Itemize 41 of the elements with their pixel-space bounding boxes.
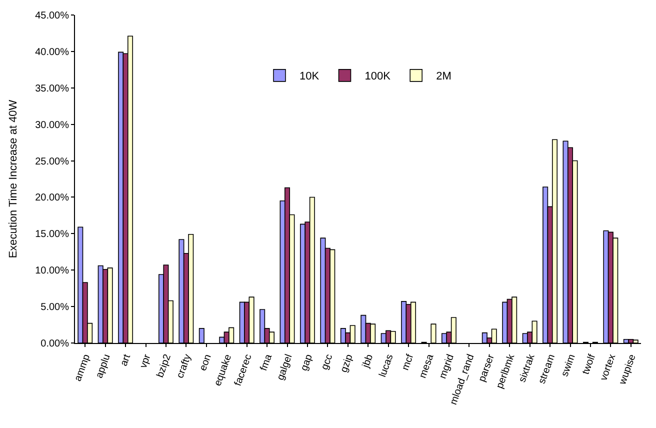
x-tick-label: twolf <box>580 352 598 376</box>
y-tick-label: 40.00% <box>35 46 70 58</box>
x-tick-label: eon <box>198 352 214 372</box>
x-tick-label: ammp <box>72 352 93 383</box>
y-tick-label: 30.00% <box>35 120 70 131</box>
y-tick-label: 5.00% <box>40 302 70 314</box>
x-tick-label: lucas <box>378 352 396 379</box>
legend-label: 10K <box>300 70 320 83</box>
x-tick-label: applu <box>94 352 113 380</box>
x-tick-label: gcc <box>320 352 336 372</box>
x-tick-label: crafty <box>174 352 194 380</box>
x-tick-label: perlbmk <box>494 352 518 390</box>
x-tick-label: gap <box>298 352 316 372</box>
x-tick-label: art <box>118 352 134 368</box>
x-tick-label: mesa <box>418 352 436 380</box>
x-tick-label: jbb <box>360 352 376 370</box>
y-tick-label: 10.00% <box>35 266 70 277</box>
x-tick-label: vortex <box>598 352 618 382</box>
legend-label: 100K <box>364 70 392 83</box>
x-tick-label: fma <box>258 352 275 372</box>
y-axis-title: Execution Time Increase at 40W <box>8 99 20 258</box>
x-tick-label: stream <box>536 352 558 386</box>
x-tick-label: galgel <box>275 352 295 382</box>
x-tick-label: facerec <box>232 352 254 388</box>
x-tick-label: swim <box>560 352 578 378</box>
x-tick-label: sixtrak <box>517 352 538 384</box>
x-tick-label: parser <box>476 352 498 384</box>
x-tick-label: gzip <box>338 352 356 374</box>
x-tick-label: mgrid <box>438 352 456 380</box>
y-tick-label: 0.00% <box>40 338 70 350</box>
x-tick-label: vpr <box>138 352 154 370</box>
x-tick-label: equake <box>212 352 234 388</box>
x-tick-label: mcf <box>400 352 416 372</box>
y-tick-label: 45.00% <box>35 10 70 22</box>
y-tick-label: 25.00% <box>35 156 70 168</box>
x-tick-label: bzip2 <box>154 352 174 380</box>
y-tick-label: 20.00% <box>35 192 70 204</box>
y-tick-label: 35.00% <box>35 83 70 94</box>
y-tick-label: 15.00% <box>35 229 70 240</box>
legend-label: 2M <box>436 70 452 83</box>
x-tick-label: wupise <box>617 352 639 387</box>
